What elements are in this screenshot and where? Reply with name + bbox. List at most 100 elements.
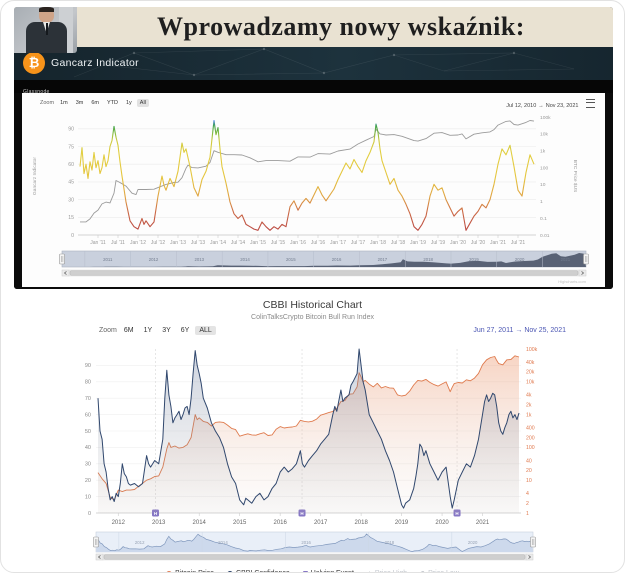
svg-text:Jul '15: Jul '15 <box>271 240 286 246</box>
headline-text: Wprowadzamy nowy wskaźnik: <box>157 12 525 41</box>
svg-text:2016: 2016 <box>332 257 342 262</box>
svg-text:2k: 2k <box>526 403 532 409</box>
top-zoom-button-1m[interactable]: 1m <box>60 100 68 106</box>
svg-text:100k: 100k <box>540 115 551 121</box>
cbbi-date-from[interactable]: Jun 27, 2011 <box>473 327 514 334</box>
svg-text:10k: 10k <box>540 132 548 138</box>
glassnode-watermark: Glassnode <box>23 89 50 95</box>
svg-text:Jul '20: Jul '20 <box>471 240 486 246</box>
top-chart-controls: Zoom 1m 3m 6m YTD 1y All Jul 12, 2010 → Nov 23, … <box>22 97 605 112</box>
svg-text:2013: 2013 <box>152 520 166 526</box>
legend-bitcoin-price[interactable]: Bitcoin Price <box>166 570 214 572</box>
svg-text:2020: 2020 <box>468 540 478 545</box>
svg-text:Jul '12: Jul '12 <box>151 240 166 246</box>
cbbi-zoom-label: Zoom <box>99 327 117 334</box>
cbbi-zoom-button-all[interactable]: ALL <box>195 326 216 335</box>
svg-text:1: 1 <box>526 511 529 517</box>
top-chart-area: Zoom 1m 3m 6m YTD 1y All Jul 12, 2010 → Nov 23, … <box>14 93 613 289</box>
svg-text:90: 90 <box>85 363 91 369</box>
headline-bar: Wprowadzamy nowy wskaźnik: <box>14 7 613 47</box>
svg-text:0: 0 <box>71 233 74 239</box>
legend-price-low[interactable]: ▼Price Low <box>420 570 459 573</box>
svg-text:10k: 10k <box>526 380 535 386</box>
svg-text:80: 80 <box>85 380 91 386</box>
svg-text:Highcharts.com: Highcharts.com <box>558 279 586 284</box>
legend-price-high[interactable]: ▲Price High <box>367 570 407 572</box>
cbbi-legend: Bitcoin Price CBBI Confidence Halving Even… <box>1 570 624 573</box>
svg-text:100: 100 <box>526 445 535 451</box>
presenter-tie <box>45 23 48 35</box>
svg-text:2015: 2015 <box>233 520 247 526</box>
cbbi-chart[interactable]: 0 10 20 30 40 50 60 70 80 90 100k 40k 20k 10k 4k 2k 1k 40… <box>1 341 625 563</box>
app-banner: ₿ Gancarz Indicator <box>14 47 613 80</box>
svg-text:2014: 2014 <box>218 540 228 545</box>
cbbi-date-range[interactable]: Jun 27, 2011 → Nov 25, 2021 <box>473 327 566 334</box>
svg-text:2020: 2020 <box>515 257 525 262</box>
svg-text:10: 10 <box>85 494 91 500</box>
svg-text:20k: 20k <box>526 370 535 376</box>
top-date-to[interactable]: Nov 23, 2021 <box>545 103 579 109</box>
svg-text:2015: 2015 <box>286 257 296 262</box>
date-arrow: → <box>538 103 544 109</box>
svg-text:2012: 2012 <box>135 540 145 545</box>
svg-text:75: 75 <box>68 144 74 150</box>
circle-icon <box>227 570 234 572</box>
cbbi-zoom-button-3y[interactable]: 3Y <box>162 327 171 334</box>
bitcoin-logo-icon: ₿ <box>23 52 45 74</box>
presenter-webcam <box>14 7 77 53</box>
top-zoom-button-1y[interactable]: 1y <box>125 100 132 106</box>
svg-text:2014: 2014 <box>193 520 207 526</box>
svg-text:50: 50 <box>85 429 91 435</box>
svg-text:2016: 2016 <box>273 520 287 526</box>
svg-text:0: 0 <box>88 511 91 517</box>
top-zoom-button-3m[interactable]: 3m <box>75 100 84 106</box>
triangle-down-icon: ▼ <box>420 570 426 573</box>
top-date-range[interactable]: Jul 12, 2010 → Nov 23, 2021 <box>506 99 595 109</box>
svg-text:2018: 2018 <box>423 257 433 262</box>
legend-label: Bitcoin Price <box>175 570 214 572</box>
svg-text:Jan '16: Jan '16 <box>290 240 306 246</box>
top-zoom-button-ytd[interactable]: YTD <box>106 100 118 106</box>
svg-text:4: 4 <box>526 491 529 497</box>
top-zoom-button-all[interactable]: All <box>136 99 149 107</box>
svg-text:Jan '17: Jan '17 <box>330 240 346 246</box>
gancarz-chart[interactable]: 0 15 30 45 60 75 90 100k 10k 1k 100 10 1 0.1 0.01 Jan '… <box>22 113 603 287</box>
svg-text:40: 40 <box>526 458 532 464</box>
chart-menu-icon[interactable] <box>586 99 595 108</box>
top-zoom-label: Zoom <box>40 100 55 106</box>
svg-text:2018: 2018 <box>385 540 395 545</box>
svg-text:100: 100 <box>540 165 548 171</box>
svg-text:2017: 2017 <box>314 520 328 526</box>
plexus-decoration <box>73 47 575 78</box>
cbbi-zoom-button-6y[interactable]: 6Y <box>180 327 190 334</box>
svg-text:100k: 100k <box>526 347 538 353</box>
svg-text:2016: 2016 <box>301 540 311 545</box>
svg-text:2019: 2019 <box>395 520 409 526</box>
top-zoom-button-6m[interactable]: 6m <box>91 100 99 106</box>
svg-text:2012: 2012 <box>149 257 159 262</box>
svg-text:400: 400 <box>526 425 535 431</box>
cbbi-date-to[interactable]: Nov 25, 2021 <box>524 327 566 334</box>
cbbi-zoom-button-1y[interactable]: 1Y <box>143 327 153 334</box>
cbbi-zoom-button-6m[interactable]: 6M <box>123 327 134 334</box>
svg-text:Jan '14: Jan '14 <box>210 240 226 246</box>
svg-text:H: H <box>300 511 303 516</box>
svg-text:30: 30 <box>68 197 74 203</box>
cbbi-controls: Zoom 6M 1Y 3Y 6Y ALL Jun 27, 2011 → Nov 25, 202… <box>1 326 624 341</box>
cbbi-title: CBBI Historical Chart <box>262 299 363 311</box>
svg-text:Jul '17: Jul '17 <box>351 240 366 246</box>
svg-text:20: 20 <box>526 468 532 474</box>
legend-label: CBBI Confidence <box>236 570 290 572</box>
cbbi-zoom-group: Zoom 6M 1Y 3Y 6Y ALL <box>99 326 217 335</box>
legend-halving-event[interactable]: Halving Event <box>302 570 354 572</box>
svg-text:2014: 2014 <box>240 257 250 262</box>
top-chart-panel: Zoom 1m 3m 6m YTD 1y All Jul 12, 2010 → Nov 23, … <box>22 93 605 287</box>
svg-text:2020: 2020 <box>435 520 449 526</box>
legend-cbbi-confidence[interactable]: CBBI Confidence <box>227 570 290 572</box>
top-date-from[interactable]: Jul 12, 2010 <box>506 103 537 109</box>
svg-text:Jul '13: Jul '13 <box>191 240 206 246</box>
svg-text:90: 90 <box>68 127 74 133</box>
svg-text:2019: 2019 <box>469 257 479 262</box>
svg-text:BTC Price $US: BTC Price $US <box>572 160 578 193</box>
